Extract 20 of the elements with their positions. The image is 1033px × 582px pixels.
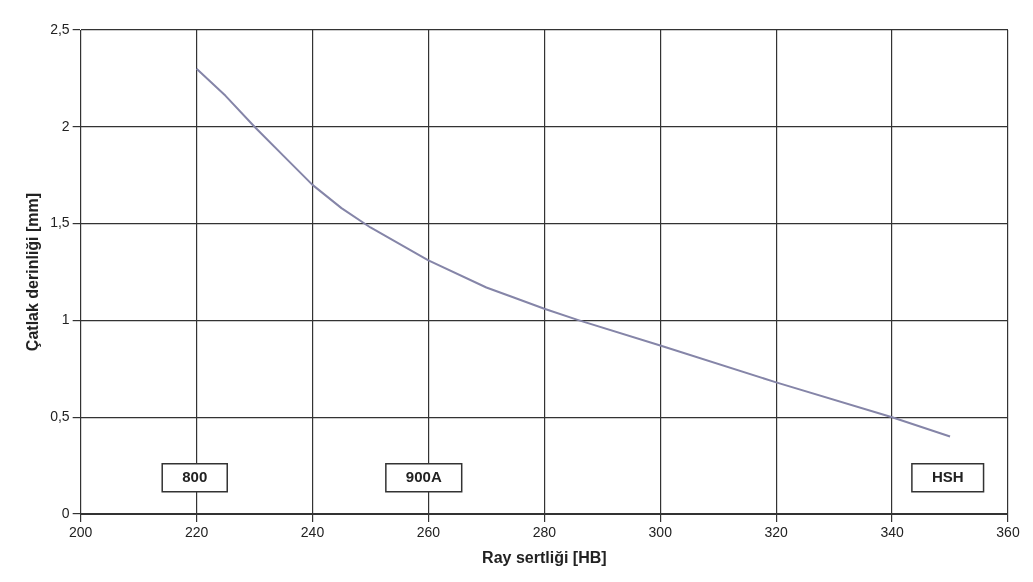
x-axis-title: Ray sertliği [HB] <box>482 548 607 566</box>
y-axis-title: Çatlak derinliği [mm] <box>24 192 42 352</box>
x-tick-label: 340 <box>880 524 904 541</box>
y-tick-label: 0,5 <box>50 408 70 425</box>
y-tick-label: 1 <box>61 311 70 328</box>
x-tick-label: 280 <box>532 524 557 541</box>
y-tick-label: 2 <box>61 117 70 134</box>
x-tick-label: 320 <box>764 524 789 541</box>
y-tick-label: 1,5 <box>50 214 70 231</box>
x-tick-label: 200 <box>68 524 93 541</box>
x-tick-label: 360 <box>996 524 1020 541</box>
y-tick-label: 2,5 <box>50 20 70 37</box>
annotation: 900A <box>405 467 442 485</box>
x-tick-label: 300 <box>648 524 673 541</box>
x-tick-label: 220 <box>184 524 209 541</box>
y-tick-label: 0 <box>61 504 70 521</box>
x-tick-label: 240 <box>300 524 325 541</box>
x-tick-label: 260 <box>416 524 441 541</box>
annotation: 800 <box>182 467 208 485</box>
annotation: HSH <box>931 467 964 485</box>
